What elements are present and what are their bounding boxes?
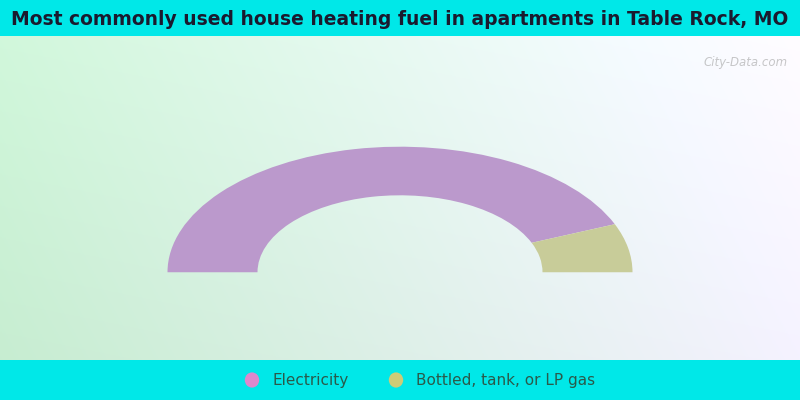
- Text: Electricity: Electricity: [272, 372, 348, 388]
- Wedge shape: [167, 147, 615, 272]
- Text: Bottled, tank, or LP gas: Bottled, tank, or LP gas: [416, 372, 595, 388]
- Ellipse shape: [389, 372, 403, 388]
- Wedge shape: [532, 224, 633, 272]
- Text: Most commonly used house heating fuel in apartments in Table Rock, MO: Most commonly used house heating fuel in…: [11, 10, 789, 29]
- Text: City-Data.com: City-Data.com: [703, 56, 787, 69]
- Ellipse shape: [245, 372, 259, 388]
